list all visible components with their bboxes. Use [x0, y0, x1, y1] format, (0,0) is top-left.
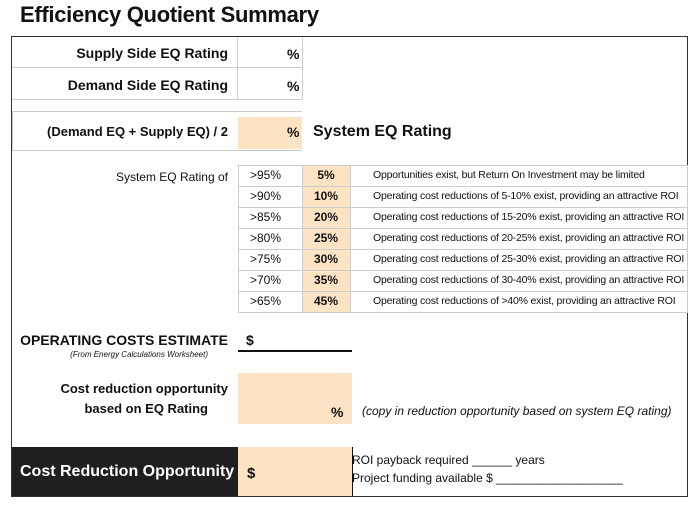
cost-reduction-label-1: Cost reduction opportunity — [60, 381, 228, 396]
rating-row: >80% 25% Operating cost reductions of 20-2… — [238, 228, 688, 249]
operating-unit: $ — [246, 332, 254, 348]
divider — [238, 165, 688, 166]
ratings-label: System EQ Rating of — [115, 170, 228, 184]
bottom-value-input[interactable] — [238, 447, 352, 496]
demand-unit: % — [287, 78, 300, 94]
cost-reduction-label-2: based on EQ Rating — [84, 401, 208, 416]
formula-label: (Demand EQ + Supply EQ) / 2 — [47, 124, 228, 139]
bottom-dark-panel — [12, 447, 238, 496]
rating-description: Operating cost reductions of 5-10% exist… — [373, 190, 679, 202]
system-eq-input[interactable] — [238, 117, 302, 149]
operating-sub: (From Energy Calculations Worksheet) — [70, 350, 208, 359]
rating-row: >90% 10% Operating cost reductions of 5-10… — [238, 186, 688, 207]
funding-line[interactable]: Project funding available $ ____________… — [352, 471, 623, 485]
rating-description: Opportunities exist, but Return On Inves… — [373, 169, 645, 181]
rating-threshold: >95% — [250, 168, 282, 182]
rating-reduction-pct: 20% — [302, 207, 350, 228]
rating-row: >75% 30% Operating cost reductions of 25-3… — [238, 249, 688, 270]
demand-label: Demand Side EQ Rating — [67, 77, 228, 93]
rating-description: Operating cost reductions of 25-30% exis… — [373, 253, 685, 265]
rating-threshold: >90% — [250, 189, 282, 203]
divider — [302, 37, 303, 99]
rating-description: Operating cost reductions of 30-40% exis… — [373, 274, 685, 286]
divider — [238, 165, 239, 312]
divider — [687, 165, 688, 312]
rating-threshold: >85% — [250, 210, 282, 224]
divider — [238, 312, 688, 313]
rating-row: >65% 45% Operating cost reductions of >40%… — [238, 291, 688, 312]
divider — [238, 228, 688, 229]
rating-row: >85% 20% Operating cost reductions of 15-2… — [238, 207, 688, 228]
roi-line[interactable]: ROI payback required ______ years — [352, 453, 545, 467]
rating-reduction-pct: 5% — [302, 165, 350, 186]
divider — [352, 447, 353, 496]
supply-label: Supply Side EQ Rating — [76, 45, 228, 61]
divider — [238, 291, 688, 292]
rating-reduction-pct: 30% — [302, 249, 350, 270]
rating-description: Operating cost reductions of 20-25% exis… — [373, 232, 685, 244]
cost-reduction-input[interactable] — [238, 373, 352, 424]
cost-reduction-unit: % — [331, 404, 344, 420]
rating-threshold: >65% — [250, 294, 282, 308]
rating-reduction-pct: 10% — [302, 186, 350, 207]
operating-input-line[interactable] — [238, 350, 352, 352]
divider — [12, 150, 302, 151]
divider — [238, 270, 688, 271]
bottom-unit: $ — [247, 465, 256, 482]
rating-row: >95% 5% Opportunities exist, but Return On… — [238, 165, 688, 186]
rating-row: >70% 35% Operating cost reductions of 30-4… — [238, 270, 688, 291]
divider — [12, 111, 13, 151]
rating-threshold: >75% — [250, 252, 282, 266]
rating-reduction-pct: 25% — [302, 228, 350, 249]
rating-description: Operating cost reductions of >40% exist,… — [373, 295, 676, 307]
supply-unit: % — [287, 46, 300, 62]
divider — [302, 165, 303, 312]
divider — [238, 207, 688, 208]
divider — [237, 37, 238, 99]
divider — [12, 67, 302, 68]
page-title: Efficiency Quotient Summary — [20, 2, 319, 27]
system-eq-label: System EQ Rating — [313, 123, 452, 140]
formula-unit: % — [287, 124, 300, 140]
divider — [12, 111, 302, 112]
rating-threshold: >70% — [250, 273, 282, 287]
rating-threshold: >80% — [250, 231, 282, 245]
rating-reduction-pct: 35% — [302, 270, 350, 291]
divider — [238, 249, 688, 250]
bottom-label: Cost Reduction Opportunity — [20, 463, 235, 480]
operating-label: OPERATING COSTS ESTIMATE — [20, 332, 228, 348]
divider — [12, 99, 302, 100]
rating-reduction-pct: 45% — [302, 291, 350, 312]
rating-description: Operating cost reductions of 15-20% exis… — [373, 211, 685, 223]
cost-reduction-note: (copy in reduction opportunity based on … — [362, 404, 672, 418]
divider — [238, 186, 688, 187]
divider — [350, 165, 351, 312]
